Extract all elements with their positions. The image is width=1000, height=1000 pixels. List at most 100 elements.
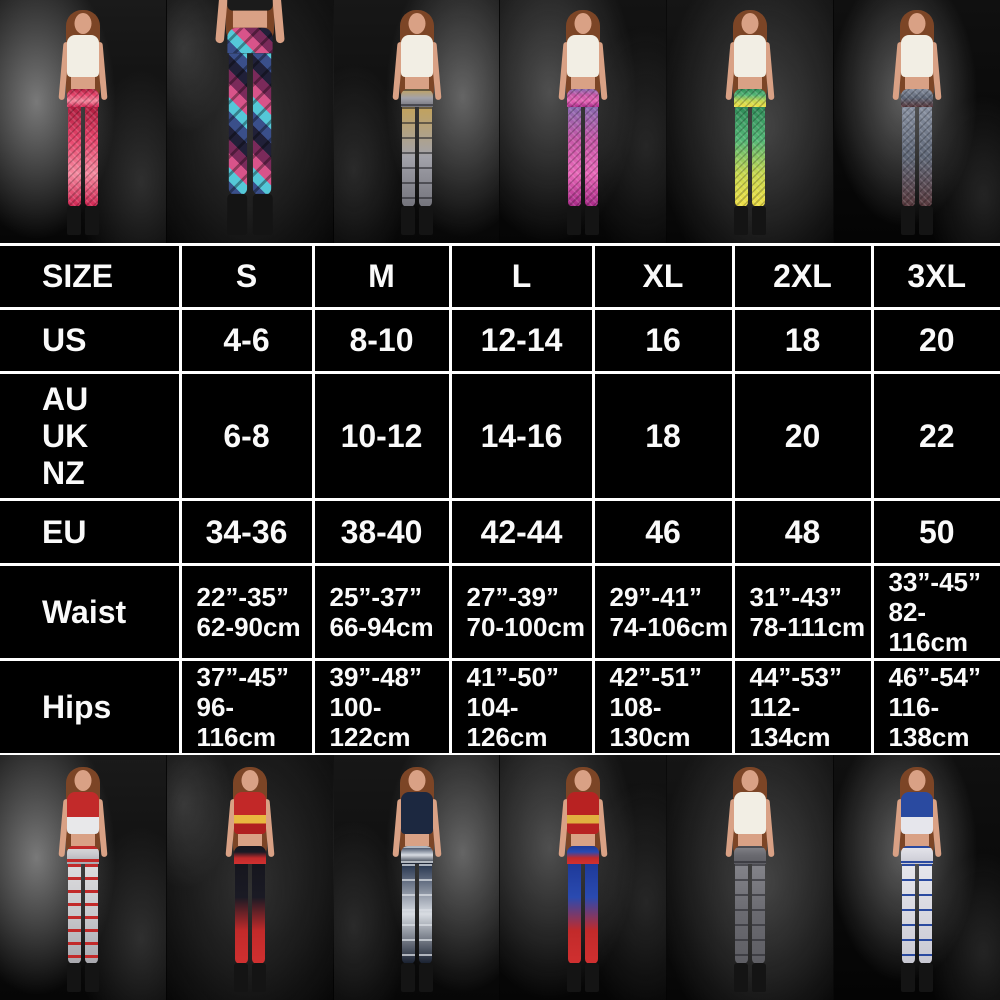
- leggings-right-leg: [418, 864, 432, 964]
- left-boot: [734, 206, 749, 235]
- size-column-header: 2XL: [731, 243, 874, 310]
- crop-top: [901, 792, 934, 834]
- left-boot: [567, 963, 582, 992]
- left-boot: [227, 193, 247, 235]
- left-boot: [66, 963, 81, 992]
- size-value-cell: 44”-53” 112-134cm: [731, 658, 874, 756]
- product-photo-tile: [165, 755, 333, 1000]
- size-value-cell: 38-40: [311, 498, 452, 566]
- model-midriff: [905, 77, 930, 89]
- row-label: EU: [0, 498, 182, 566]
- model-photo-supergirl-outfit: [551, 767, 615, 992]
- model-face: [408, 13, 426, 34]
- left-boot: [734, 963, 749, 992]
- model-face: [574, 13, 592, 34]
- leggings-waist: [734, 89, 767, 107]
- size-value-cell: 42-44: [448, 498, 595, 566]
- size-value-cell: 37”-45” 96-116cm: [178, 658, 315, 756]
- boots: [400, 963, 433, 992]
- size-column-header: XL: [591, 243, 735, 310]
- size-value-cell: 16: [591, 307, 735, 374]
- model-face: [408, 770, 426, 791]
- product-photo-tile: [0, 0, 166, 243]
- boots: [227, 193, 273, 235]
- leggings-waist: [233, 846, 266, 864]
- model-photo-pink-scale-leggings: [51, 10, 115, 235]
- leggings: [401, 107, 432, 207]
- model-face: [74, 770, 92, 791]
- size-value-cell: 6-8: [178, 371, 315, 501]
- leggings: [735, 107, 766, 207]
- row-label: AU UK NZ: [0, 371, 182, 501]
- leggings-right-leg: [84, 864, 98, 964]
- leggings-waist: [567, 89, 600, 107]
- model-midriff: [571, 834, 596, 846]
- leggings-left-leg: [67, 107, 81, 207]
- leggings: [401, 864, 432, 964]
- model-midriff: [738, 834, 763, 846]
- crop-top: [66, 35, 99, 77]
- product-photo-tile: [165, 0, 333, 243]
- right-boot: [585, 206, 600, 235]
- model-photo-purple-scale-leggings: [551, 10, 615, 235]
- model-face: [908, 770, 926, 791]
- boots: [66, 206, 99, 235]
- size-column-header: M: [311, 243, 452, 310]
- leggings: [568, 107, 599, 207]
- model-midriff: [70, 834, 95, 846]
- model-photo-armor-print-leggings: [385, 10, 449, 235]
- crop-top: [233, 792, 266, 834]
- table-row: Hips 37”-45” 96-116cm 39”-48” 100-122cm 41”-5…: [0, 658, 1000, 756]
- model-face: [574, 770, 592, 791]
- size-value-cell: 10-12: [311, 371, 452, 501]
- right-boot: [251, 963, 266, 992]
- leggings-left-leg: [902, 107, 916, 207]
- leggings-left-leg: [228, 53, 247, 196]
- size-value-cell: 29”-41” 74-106cm: [591, 563, 735, 661]
- leggings: [234, 864, 265, 964]
- model-midriff: [404, 77, 429, 89]
- size-value-cell: 20: [870, 307, 1000, 374]
- crop-top: [227, 0, 273, 11]
- model-photo-mermaid-green-yellow-leggings: [718, 10, 782, 235]
- left-boot: [233, 963, 248, 992]
- size-header-label: SIZE: [0, 243, 182, 310]
- table-row: US 4-6 8-10 12-14 16 18 20: [0, 307, 1000, 374]
- boots: [233, 963, 266, 992]
- product-photo-tile: [0, 755, 166, 1000]
- boots: [734, 206, 767, 235]
- leggings: [735, 864, 766, 964]
- right-boot: [752, 206, 767, 235]
- leggings: [568, 864, 599, 964]
- leggings-left-leg: [735, 864, 749, 964]
- model-face: [74, 13, 92, 34]
- size-column-header: 3XL: [870, 243, 1000, 310]
- leggings-waist: [901, 846, 934, 864]
- size-chart-header-row: SIZE S M L XL 2XL 3XL: [0, 243, 1000, 310]
- model-midriff: [232, 10, 267, 28]
- leggings-right-leg: [251, 864, 265, 964]
- model-photo-navy-armor-outfit: [385, 767, 449, 992]
- leggings-left-leg: [735, 107, 749, 207]
- leggings-waist: [400, 89, 433, 107]
- right-boot: [919, 963, 934, 992]
- leggings-left-leg: [67, 864, 81, 964]
- leggings-left-leg: [568, 864, 582, 964]
- model-face: [741, 13, 759, 34]
- leggings: [902, 107, 933, 207]
- boots: [901, 206, 934, 235]
- size-value-cell: 41”-50” 104-126cm: [448, 658, 595, 756]
- size-value-cell: 48: [731, 498, 874, 566]
- size-column-header: L: [448, 243, 595, 310]
- top-product-photos: [0, 0, 1000, 243]
- leggings-left-leg: [902, 864, 916, 964]
- boots: [901, 963, 934, 992]
- size-chart-table: SIZE S M L XL 2XL 3XL US 4-6 8-10 12-14 16 18 20 AU UK…: [0, 243, 1000, 821]
- left-boot: [567, 206, 582, 235]
- leggings-right-leg: [919, 864, 933, 964]
- table-row: Waist 22”-35” 62-90cm 25”-37” 66-94cm 27”-39”…: [0, 563, 1000, 661]
- size-value-cell: 8-10: [311, 307, 452, 374]
- product-photo-tile: [499, 0, 667, 243]
- boots: [734, 963, 767, 992]
- boots: [567, 963, 600, 992]
